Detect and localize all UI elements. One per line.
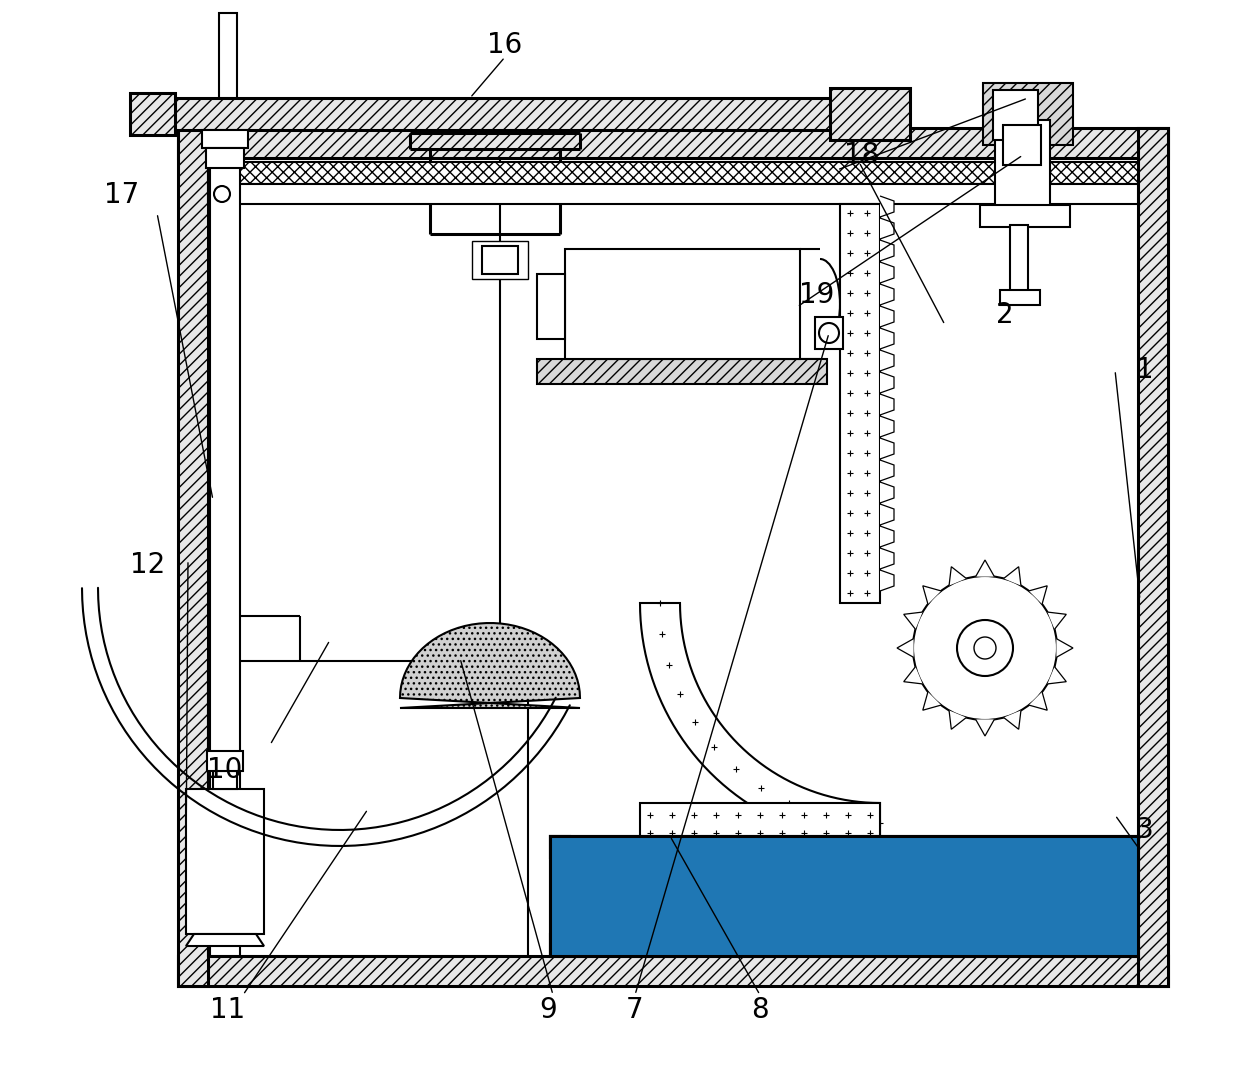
- Text: 11: 11: [211, 996, 246, 1024]
- Polygon shape: [880, 570, 894, 591]
- Bar: [839, 205, 880, 603]
- Polygon shape: [880, 504, 894, 526]
- Bar: [1011, 225, 1028, 295]
- Bar: [551, 836, 570, 956]
- Polygon shape: [880, 416, 894, 437]
- Bar: [537, 274, 565, 339]
- Bar: [130, 92, 175, 135]
- Bar: [202, 129, 248, 148]
- Bar: [208, 662, 528, 956]
- Bar: [551, 934, 1138, 956]
- Polygon shape: [880, 284, 894, 305]
- Bar: [186, 789, 264, 934]
- Bar: [208, 184, 1138, 205]
- Polygon shape: [897, 639, 914, 657]
- Polygon shape: [880, 240, 894, 261]
- Circle shape: [818, 323, 839, 343]
- Polygon shape: [949, 567, 966, 585]
- Text: 12: 12: [130, 551, 166, 579]
- Bar: [830, 88, 910, 140]
- Text: 9: 9: [539, 996, 557, 1024]
- Polygon shape: [1056, 639, 1073, 657]
- Polygon shape: [880, 218, 894, 239]
- Bar: [155, 98, 870, 129]
- Bar: [213, 771, 237, 789]
- Polygon shape: [904, 667, 923, 684]
- Polygon shape: [1048, 613, 1066, 629]
- Bar: [551, 836, 1138, 956]
- Text: 16: 16: [487, 30, 522, 59]
- Text: 2: 2: [996, 301, 1014, 329]
- Bar: [219, 13, 237, 98]
- Text: 10: 10: [207, 756, 243, 784]
- Polygon shape: [976, 719, 994, 735]
- Polygon shape: [904, 613, 923, 629]
- Polygon shape: [1003, 710, 1021, 729]
- Polygon shape: [186, 934, 264, 945]
- Bar: [472, 242, 528, 279]
- Polygon shape: [880, 327, 894, 349]
- Polygon shape: [1048, 667, 1066, 684]
- Polygon shape: [1029, 585, 1048, 604]
- Circle shape: [215, 186, 229, 202]
- Polygon shape: [640, 603, 880, 843]
- Bar: [999, 290, 1040, 305]
- Polygon shape: [880, 350, 894, 371]
- Bar: [179, 128, 1168, 158]
- Circle shape: [973, 636, 996, 659]
- Polygon shape: [880, 196, 894, 217]
- Polygon shape: [880, 482, 894, 503]
- Bar: [537, 359, 827, 384]
- Bar: [179, 128, 208, 986]
- Bar: [482, 246, 518, 274]
- Bar: [565, 249, 800, 359]
- Bar: [983, 83, 1073, 145]
- Polygon shape: [880, 306, 894, 327]
- Bar: [1003, 125, 1042, 165]
- Polygon shape: [923, 585, 941, 604]
- Polygon shape: [880, 526, 894, 547]
- Bar: [980, 205, 1070, 227]
- Bar: [815, 317, 843, 349]
- Bar: [551, 836, 1138, 858]
- Bar: [993, 90, 1038, 140]
- Text: 3: 3: [1136, 816, 1154, 844]
- Circle shape: [957, 620, 1013, 676]
- Polygon shape: [1029, 692, 1048, 710]
- Text: 17: 17: [104, 181, 140, 209]
- Polygon shape: [495, 688, 505, 708]
- Bar: [994, 120, 1050, 215]
- Polygon shape: [976, 560, 994, 577]
- Bar: [179, 956, 1168, 986]
- Polygon shape: [949, 710, 966, 729]
- Bar: [210, 135, 241, 956]
- Polygon shape: [880, 372, 894, 393]
- Bar: [207, 751, 243, 771]
- Text: 7: 7: [626, 996, 644, 1024]
- Polygon shape: [880, 460, 894, 481]
- Polygon shape: [880, 438, 894, 459]
- Text: 1: 1: [1136, 356, 1153, 384]
- Bar: [1138, 128, 1168, 986]
- Text: 19: 19: [800, 281, 835, 309]
- Text: 18: 18: [844, 141, 879, 169]
- Bar: [208, 162, 1138, 184]
- Bar: [640, 803, 880, 843]
- Polygon shape: [880, 548, 894, 569]
- Polygon shape: [880, 262, 894, 283]
- Polygon shape: [923, 692, 941, 710]
- Polygon shape: [1003, 567, 1021, 585]
- Circle shape: [913, 576, 1056, 720]
- Text: 8: 8: [751, 996, 769, 1024]
- Polygon shape: [401, 623, 580, 708]
- Bar: [206, 148, 244, 168]
- Polygon shape: [880, 394, 894, 415]
